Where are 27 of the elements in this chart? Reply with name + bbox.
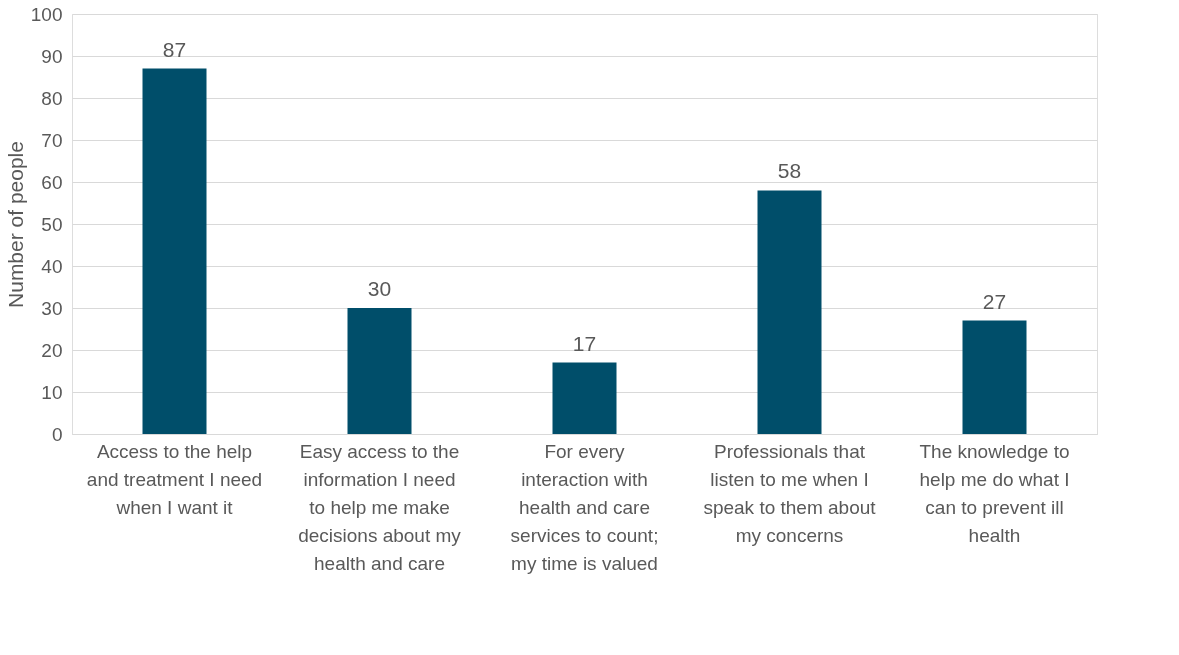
- y-tick-label: 100: [30, 3, 63, 25]
- x-tick-label: For every interaction with health and care services to count; my time is valued: [510, 440, 659, 574]
- y-tick-label: 0: [51, 423, 63, 445]
- y-tick-label: 40: [41, 255, 63, 277]
- data-label: 87: [162, 37, 187, 61]
- y-tick-label: 90: [41, 45, 63, 67]
- y-tick-label: 70: [41, 129, 63, 151]
- y-tick-label: 60: [41, 171, 63, 193]
- x-tick-label: Access to the help and treatment I need when I want it: [86, 440, 263, 518]
- bar: [757, 190, 822, 434]
- y-tick-label: 80: [41, 87, 63, 109]
- data-label: 58: [777, 159, 802, 183]
- data-label: 30: [367, 277, 392, 300]
- x-tick-label: Easy access to the information I need to help me make decisions about my health and care: [298, 440, 462, 574]
- bar: [552, 362, 617, 434]
- bar: [142, 68, 207, 434]
- y-tick-label: 10: [41, 381, 63, 403]
- x-tick-label: The knowledge to help me do what I can to prevent ill health: [919, 440, 1070, 546]
- y-tick-label: 30: [41, 297, 63, 319]
- y-axis-title: Number of people: [3, 141, 27, 308]
- y-tick-label: 50: [41, 213, 63, 235]
- y-tick-label: 20: [41, 339, 63, 361]
- bar: [347, 308, 412, 434]
- data-label: 27: [982, 289, 1007, 313]
- x-tick-label: Professionals that listen to me when I speak to them about my concerns: [703, 440, 877, 546]
- data-label: 17: [572, 331, 597, 355]
- bar: [962, 320, 1027, 434]
